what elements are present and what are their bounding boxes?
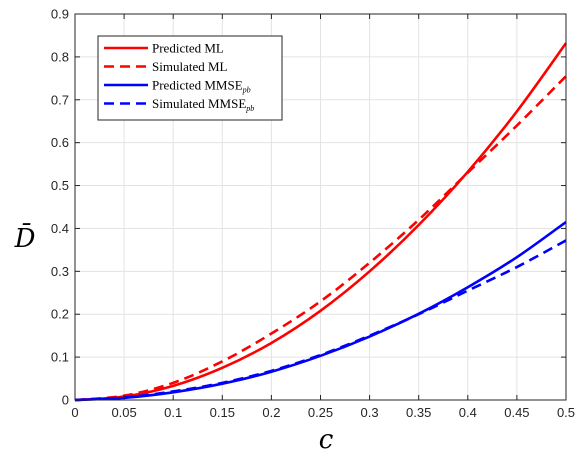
x-tick-label: 0.3 [361, 405, 379, 420]
x-tick-label: 0.2 [262, 405, 280, 420]
x-tick-label: 0.45 [504, 405, 529, 420]
x-tick-label: 0.05 [111, 405, 136, 420]
y-tick-label: 0.8 [51, 49, 69, 64]
y-tick-label: 0.4 [51, 221, 69, 236]
y-axis-label-text: D̄ [14, 222, 36, 254]
y-tick-label: 0.7 [51, 92, 69, 107]
series-line-simulated-ml [74, 75, 567, 402]
y-tick-label: 0.6 [51, 135, 69, 150]
plot-series [74, 42, 568, 402]
y-tick-label: 0.1 [51, 350, 69, 365]
x-tick-label: 0.4 [459, 405, 477, 420]
legend-label-simulated-ml: Simulated ML [152, 59, 228, 74]
ticks: 0 0.05 0.1 0.15 0.2 0.25 0.3 0.35 0.4 0.45 0.5 0 0.1… [51, 7, 575, 421]
x-tick-label: 0.15 [210, 405, 235, 420]
legend-label-predicted-mmsepb: Predicted MMSEpb [152, 78, 251, 95]
legend-label-simulated-mmsepb: Simulated MMSEpb [152, 96, 254, 113]
x-tick-label: 0.5 [557, 405, 575, 420]
y-tick-label: 0.5 [51, 178, 69, 193]
x-tick-label: 0.1 [164, 405, 182, 420]
y-tick-label: 0.3 [51, 264, 69, 279]
series-line-predicted-ml [74, 42, 568, 402]
series-line-simulated-mmsepb [74, 239, 567, 402]
y-tick-label: 0.9 [51, 7, 69, 22]
y-tick-label: 0.2 [51, 307, 69, 322]
legend-box [97, 35, 283, 121]
x-tick-label: 0.35 [406, 405, 431, 420]
legend: Predicted ML Simulated ML Predicted MMSEpb… [97, 35, 283, 121]
x-tick-label: 0.25 [308, 405, 333, 420]
y-axis-label: D̄ [14, 222, 36, 254]
legend-label-predicted-ml: Predicted ML [152, 41, 224, 56]
x-tick-label: 0 [71, 405, 78, 420]
y-tick-label: 0 [62, 393, 69, 408]
x-axis-label: c [319, 425, 334, 455]
